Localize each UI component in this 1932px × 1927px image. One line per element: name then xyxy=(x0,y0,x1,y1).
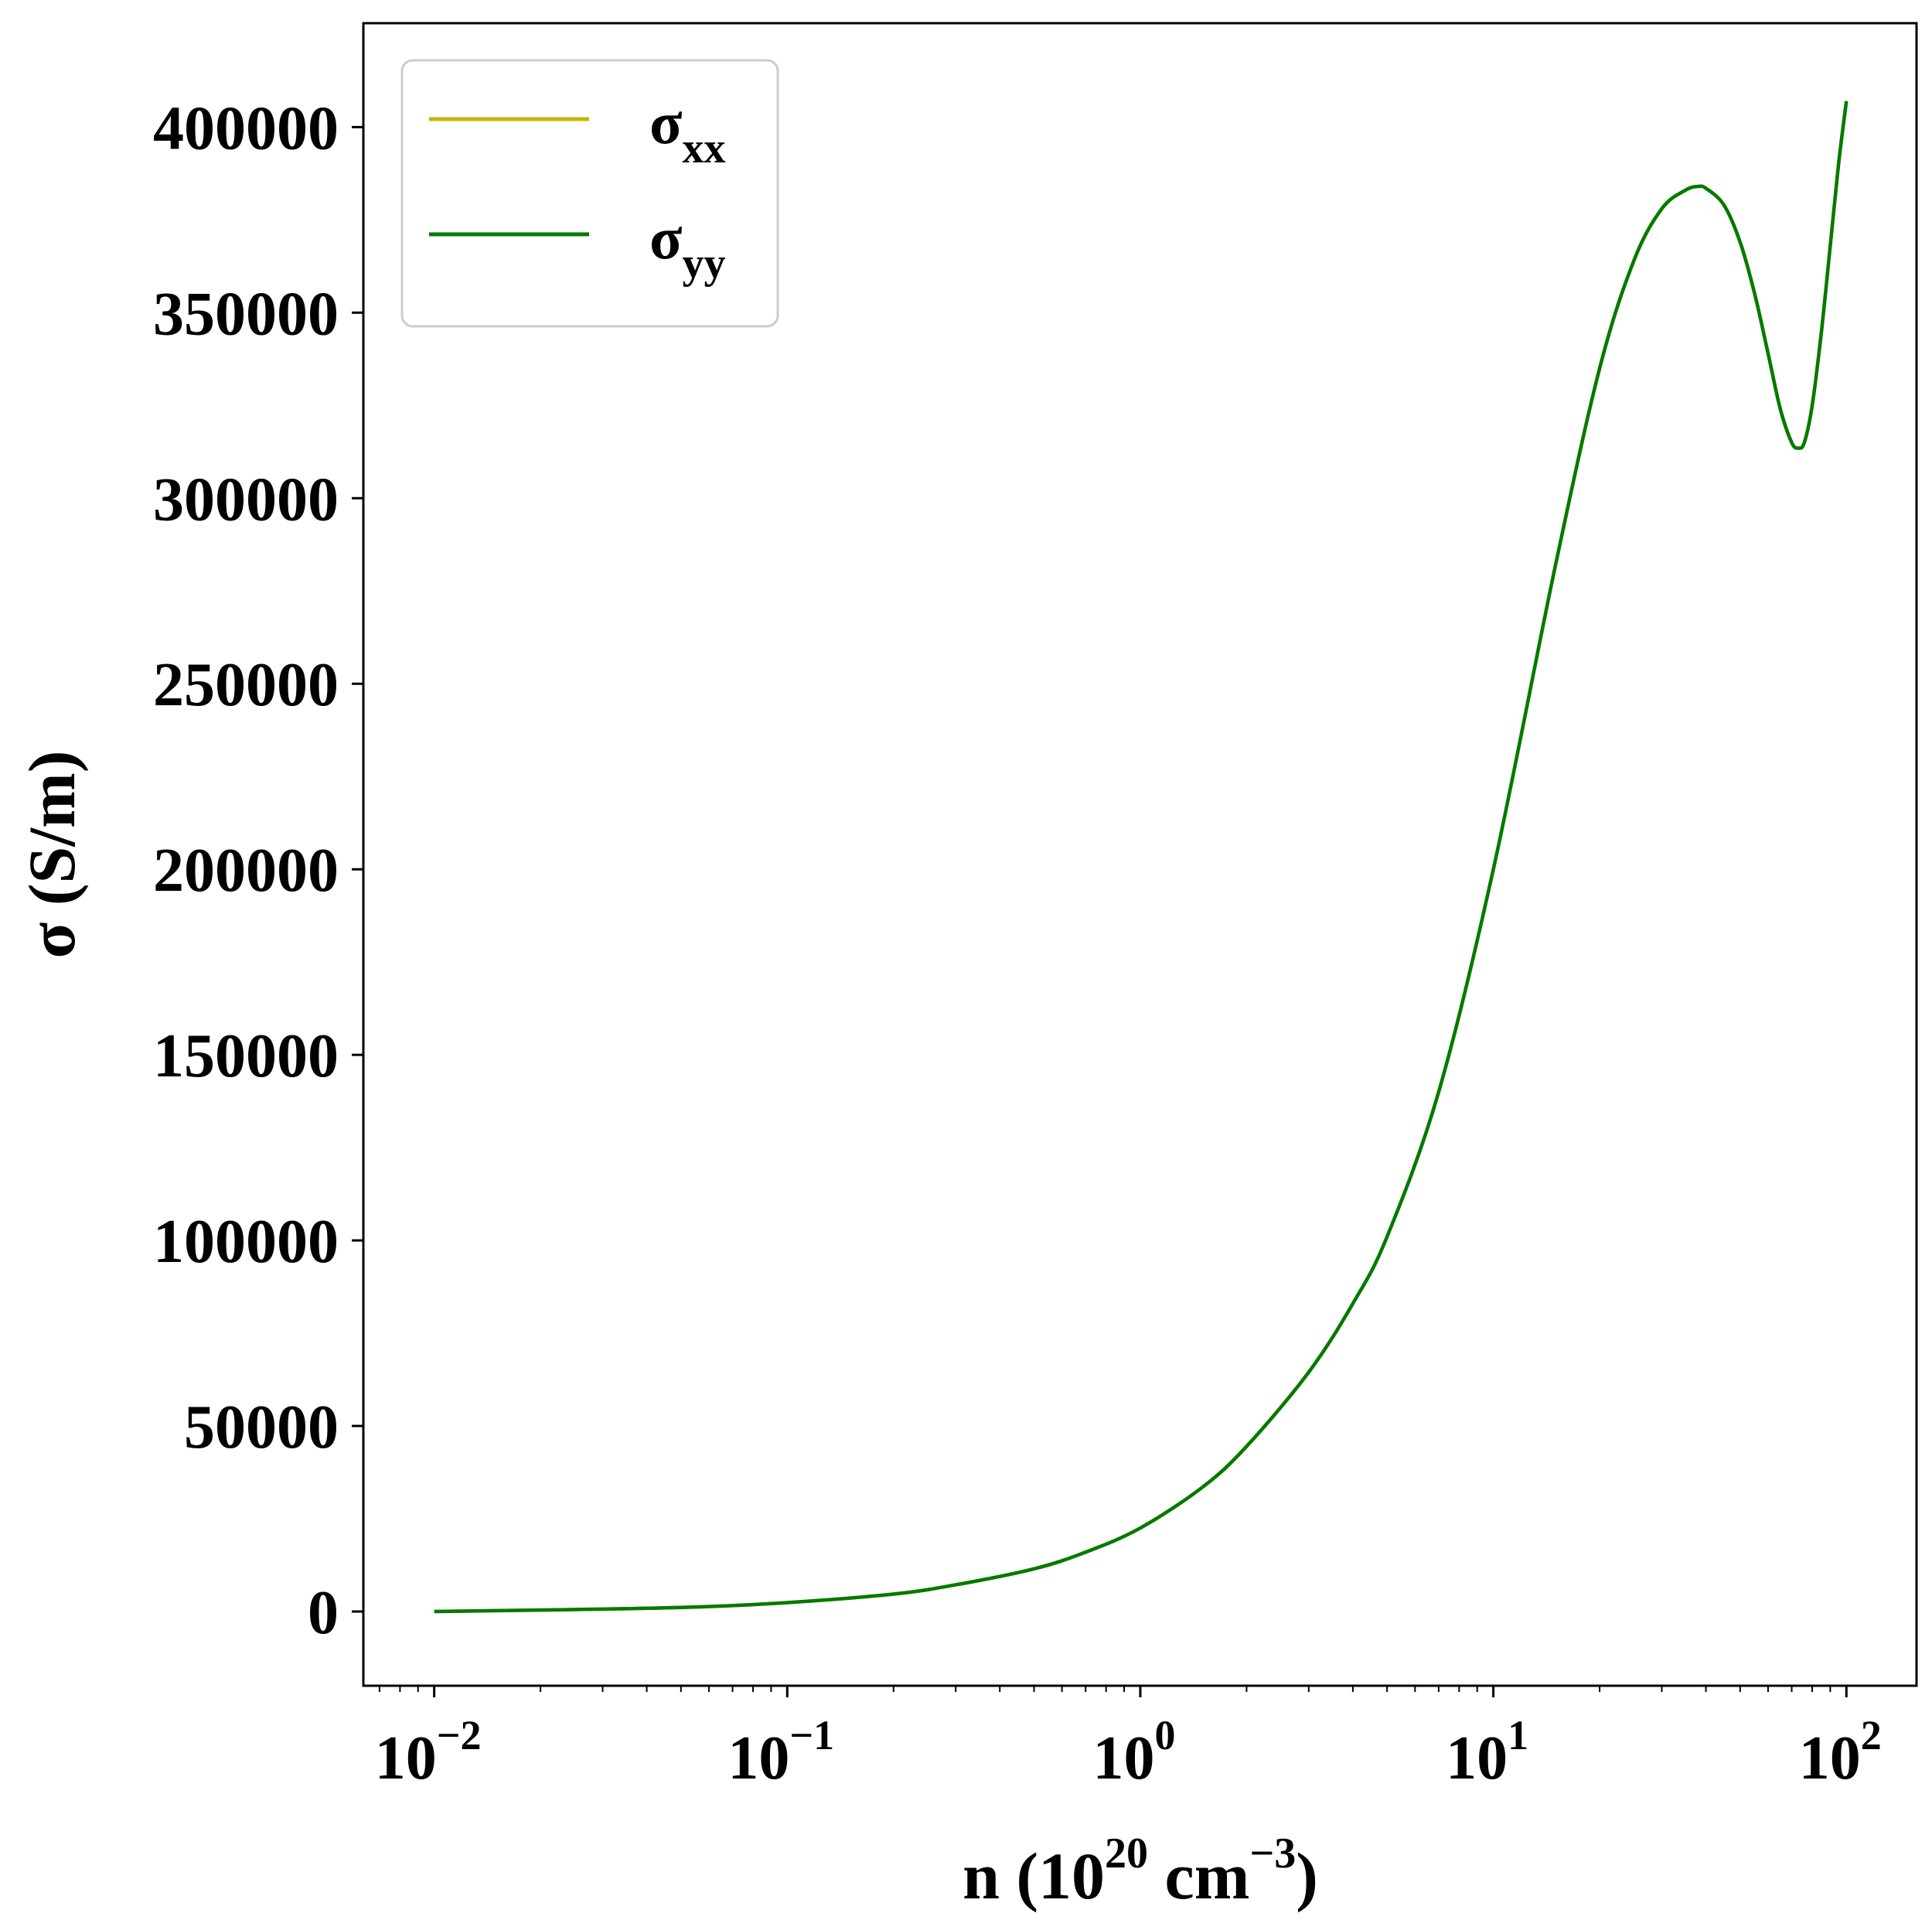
y-tick-label: 0 xyxy=(308,1579,339,1647)
x-tick-label-base: 10 xyxy=(727,1724,789,1792)
y-tick-label: 100000 xyxy=(153,1208,339,1276)
plot-area: 10−2 10−1 100 101 102 0500001000001500002000… xyxy=(153,22,1918,1792)
x-axis-title-exp2: −3 xyxy=(1249,1830,1296,1878)
y-tick-label: 250000 xyxy=(153,651,339,719)
x-tick-label-exp: 0 xyxy=(1154,1712,1175,1758)
x-tick-label: 102 xyxy=(1799,1712,1882,1792)
y-tick-label: 150000 xyxy=(153,1022,339,1090)
legend-symbol-sigma-xx: σ xyxy=(649,89,682,156)
legend-sub-sigma-xx: xx xyxy=(682,124,725,172)
x-tick-label-base: 10 xyxy=(1799,1724,1861,1792)
x-axis-title-mid: cm xyxy=(1148,1839,1249,1913)
x-tick-label-exp: −1 xyxy=(789,1712,834,1758)
x-tick-label: 101 xyxy=(1446,1712,1528,1792)
legend: σxx σyy xyxy=(400,59,779,328)
y-tick-label: 350000 xyxy=(153,280,339,348)
x-tick-label-base: 10 xyxy=(375,1724,437,1792)
x-tick-label: 100 xyxy=(1092,1712,1175,1792)
x-tick-label-base: 10 xyxy=(1446,1724,1508,1792)
series-line-sigma-yy xyxy=(434,101,1849,1614)
x-axis-title-base: n (10 xyxy=(963,1839,1105,1913)
x-axis-title: n (1020 cm−3) xyxy=(963,1830,1318,1913)
x-tick-label-base: 10 xyxy=(1092,1724,1154,1792)
legend-label-sigma-yy: σyy xyxy=(649,204,725,288)
x-tick-label-exp: −2 xyxy=(437,1712,482,1758)
y-axis-title: σ (S/m) xyxy=(15,751,89,959)
x-tick-label-exp: 1 xyxy=(1508,1712,1528,1758)
y-tick-label: 200000 xyxy=(153,837,339,905)
x-axis-title-exp1: 20 xyxy=(1105,1830,1148,1878)
x-tick-label-exp: 2 xyxy=(1861,1712,1882,1758)
series-layer xyxy=(434,101,1849,1614)
legend-label-sigma-xx: σxx xyxy=(649,89,725,172)
x-tick-label: 10−1 xyxy=(727,1712,834,1792)
x-tick-label: 10−2 xyxy=(375,1712,482,1792)
y-axis: 0 50000 100000 150000 200000 250000 300000 3500… xyxy=(153,94,363,1647)
y-tick-label: 400000 xyxy=(153,94,339,162)
series-line-sigma-xx xyxy=(434,101,1849,1614)
x-axis-title-tail: ) xyxy=(1296,1839,1318,1913)
legend-box xyxy=(400,59,779,328)
legend-symbol-sigma-yy: σ xyxy=(649,204,682,271)
x-axis: 10−2 10−1 100 101 102 xyxy=(375,1686,1882,1792)
y-tick-label: 300000 xyxy=(153,466,339,534)
y-tick-label: 50000 xyxy=(184,1393,339,1461)
legend-sub-sigma-yy: yy xyxy=(682,240,725,288)
